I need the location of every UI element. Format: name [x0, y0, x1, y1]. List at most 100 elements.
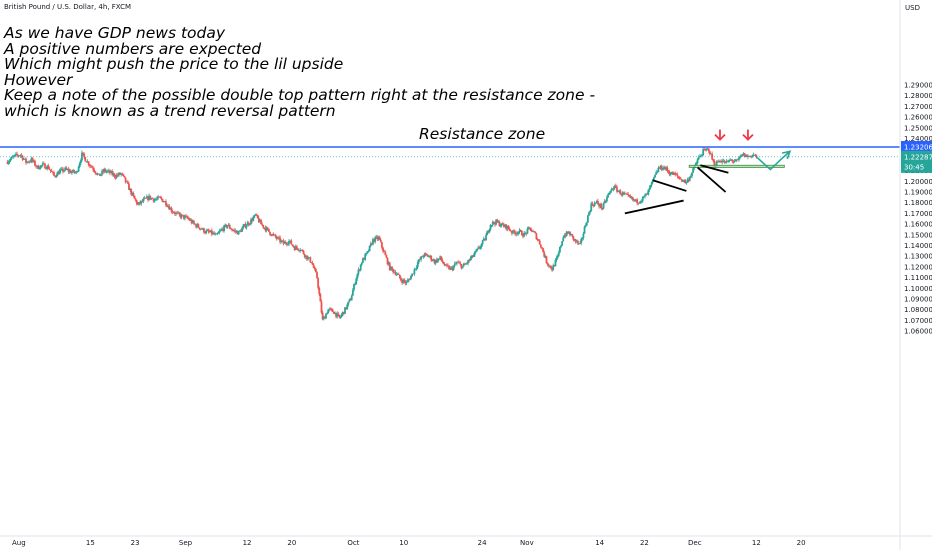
candle-body [168, 206, 171, 210]
candle-body [314, 269, 317, 273]
candle-body [337, 313, 340, 315]
candle-body [433, 259, 436, 264]
candle-body [263, 227, 266, 229]
candle-body [469, 258, 472, 261]
candle-body [602, 203, 605, 209]
candle-body [400, 278, 402, 281]
candle-body [480, 243, 483, 248]
candle-body [195, 224, 198, 228]
candle-body [56, 172, 59, 177]
candle-body [491, 221, 494, 225]
candle-body [730, 159, 733, 161]
candle-body [59, 169, 62, 171]
candle-body [386, 257, 389, 265]
candle-body [203, 228, 205, 233]
time-axis[interactable]: Aug 15 23 Sep 12 20 Oct 10 24 Nov 14 22 Dec 12 20 [0, 535, 932, 547]
candle-body [464, 263, 467, 265]
time-tick-label: Nov [520, 539, 534, 547]
candle-body [438, 258, 440, 260]
candle-body [636, 199, 639, 204]
candle-body [627, 194, 630, 195]
candle-body [176, 212, 179, 214]
candle-body [20, 154, 23, 156]
candle-body [255, 214, 258, 216]
candle-body [741, 154, 744, 156]
candle-body [674, 172, 677, 175]
candle-body [340, 314, 343, 317]
candle-body [185, 215, 187, 217]
candle-body [214, 233, 217, 235]
candle-body [60, 168, 63, 170]
time-tick-label: 24 [478, 539, 487, 547]
candle-body [288, 240, 290, 245]
candle-body [748, 156, 750, 157]
price-tick-label: 1.19000 [904, 189, 932, 197]
candle-body [755, 154, 758, 158]
candle-body [702, 148, 705, 156]
candle-body [57, 172, 60, 175]
candle-body [219, 229, 222, 232]
candle-body [437, 259, 439, 262]
candle-body [360, 262, 363, 265]
candle-body [517, 231, 520, 234]
candle-body [36, 165, 39, 167]
candle-body [338, 314, 341, 318]
candle-body [237, 231, 240, 235]
candle-body [149, 195, 152, 200]
candle-body [271, 234, 274, 236]
price-tick-label: 1.14000 [904, 242, 932, 250]
candle-body [649, 184, 652, 188]
candle-body [450, 267, 453, 269]
candle-body [541, 247, 543, 249]
candle-body [590, 203, 593, 211]
candle-body [704, 149, 707, 151]
candle-body [379, 240, 382, 243]
candle-body [157, 196, 159, 199]
candle-body [381, 242, 383, 248]
candle-body [220, 228, 223, 230]
candle-body [720, 161, 722, 163]
candle-body [570, 234, 573, 236]
candle-body [289, 240, 292, 242]
candle-body [576, 240, 579, 244]
candle-body [264, 227, 267, 231]
candle-body [589, 210, 592, 213]
candle-body [354, 284, 356, 285]
candle-body [15, 153, 17, 155]
candle-body [116, 174, 119, 176]
resistance-price-tag [901, 141, 932, 153]
candle-body [608, 192, 611, 195]
symbol-title: British Pound / U.S. Dollar, 4h, FXCM [4, 3, 132, 11]
candle-body [631, 197, 634, 200]
candle-body [461, 266, 464, 269]
candle-body [619, 190, 622, 195]
candle-body [648, 187, 651, 190]
candle-body [435, 259, 438, 262]
candle-body [91, 166, 93, 168]
candle-body [69, 170, 72, 174]
candle-body [487, 231, 490, 233]
candle-body [85, 161, 88, 163]
price-axis[interactable]: 1.29000 1.28000 1.27000 1.26000 1.25000 1.240… [899, 0, 932, 550]
candle-body [689, 176, 692, 178]
candle-body [187, 218, 190, 219]
candle-body [94, 171, 97, 174]
candle-body [50, 170, 53, 172]
time-tick-label: 10 [399, 539, 408, 547]
candle-body [320, 301, 323, 313]
candle-body [709, 151, 711, 155]
candle-body [712, 159, 715, 161]
candle-body [150, 197, 153, 200]
candle-body [565, 231, 568, 237]
pennant-trendline [696, 166, 727, 193]
candle-body [160, 197, 163, 200]
candle-body [200, 228, 203, 230]
candle-body [385, 255, 388, 258]
candle-body [524, 232, 527, 234]
candle-body [393, 271, 396, 273]
price-tick-label: 1.12000 [904, 263, 932, 271]
candle-body [543, 252, 546, 257]
candle-body [35, 165, 37, 167]
candle-body [668, 172, 671, 175]
